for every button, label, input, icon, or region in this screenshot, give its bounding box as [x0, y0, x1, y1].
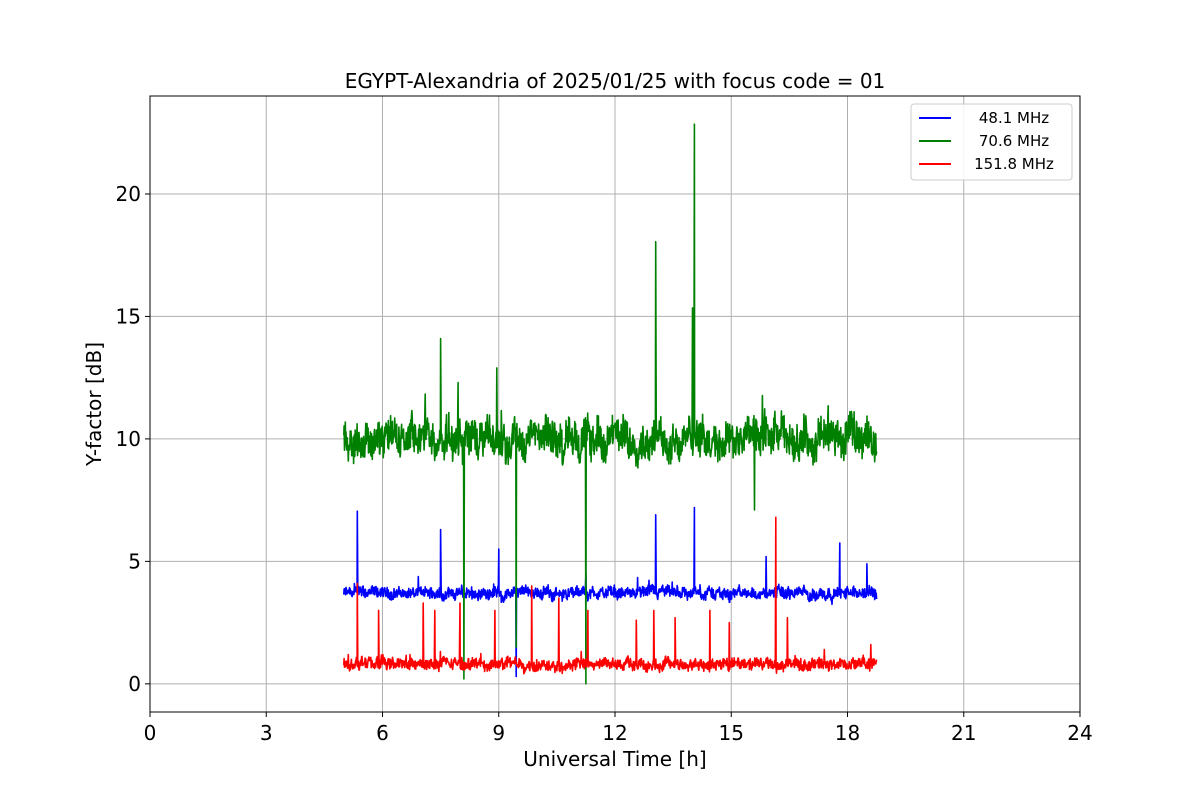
axis-ticks: 0 3 6 9 12 15 18 21 24 0 5 10 15 20	[116, 182, 1093, 745]
plot-series	[343, 123, 878, 685]
x-tick-label: 24	[1067, 721, 1092, 745]
y-tick-label: 5	[128, 549, 141, 573]
y-tick-label: 15	[116, 304, 141, 328]
legend-label: 151.8 MHz	[974, 155, 1054, 173]
x-tick-label: 0	[144, 721, 157, 745]
y-axis-label: Y-factor [dB]	[82, 342, 106, 467]
x-tick-label: 18	[835, 721, 860, 745]
x-tick-label: 12	[602, 721, 627, 745]
y-tick-label: 20	[116, 182, 141, 206]
series-line-1	[343, 506, 878, 678]
y-tick-label: 0	[128, 672, 141, 696]
legend-box	[910, 103, 1073, 181]
legend: 48.1 MHz 70.6 MHz 151.8 MHz	[910, 103, 1073, 181]
series-line-2	[343, 123, 878, 685]
legend-label: 48.1 MHz	[979, 109, 1049, 127]
x-tick-label: 9	[492, 721, 505, 745]
x-tick-label: 21	[951, 721, 976, 745]
x-tick-label: 6	[376, 721, 389, 745]
chart-title: EGYPT-Alexandria of 2025/01/25 with focu…	[345, 69, 886, 93]
x-axis-label: Universal Time [h]	[523, 747, 706, 771]
y-tick-label: 10	[116, 427, 141, 451]
series-line-3	[343, 516, 878, 675]
x-tick-label: 3	[260, 721, 273, 745]
x-tick-label: 15	[719, 721, 744, 745]
legend-label: 70.6 MHz	[979, 132, 1049, 150]
